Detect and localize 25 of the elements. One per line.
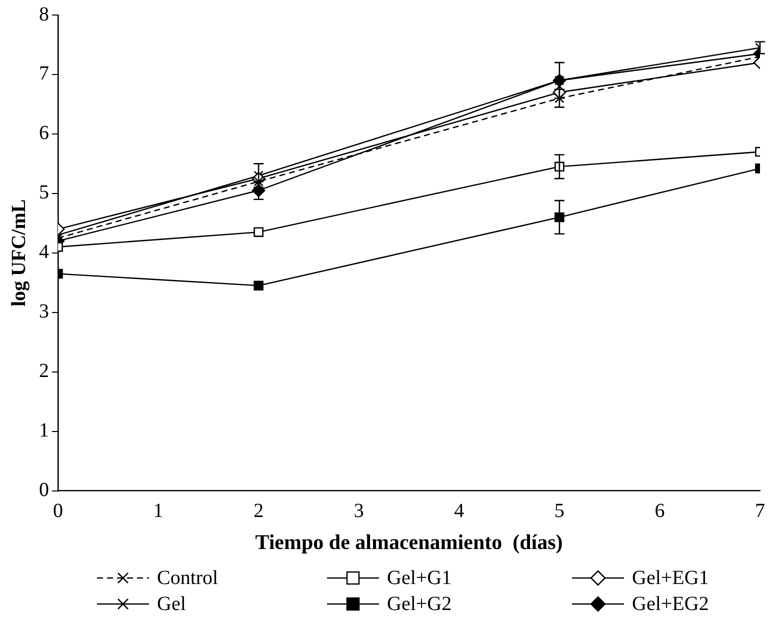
x-axis-title: Tiempo de almacenamiento (días) bbox=[255, 530, 563, 554]
x-tick-label: 1 bbox=[153, 500, 164, 522]
x-tick-label: 4 bbox=[454, 500, 464, 522]
y-axis-title: log UFC/mL bbox=[8, 199, 30, 307]
x-tick-label: 2 bbox=[254, 500, 264, 522]
x-tick-label: 0 bbox=[53, 500, 63, 522]
legend-label: Gel+EG2 bbox=[632, 592, 709, 616]
legend-label: Gel+EG1 bbox=[632, 566, 709, 590]
legend-label: Gel+G1 bbox=[387, 566, 452, 590]
y-tick-label: 5 bbox=[39, 182, 49, 204]
y-tick-label: 2 bbox=[39, 360, 49, 382]
y-tick-label: 7 bbox=[39, 62, 49, 85]
legend-label: Gel bbox=[157, 592, 186, 616]
legend-label: Gel+G2 bbox=[387, 592, 452, 616]
y-tick-label: 6 bbox=[39, 122, 49, 144]
y-tick-label: 1 bbox=[39, 420, 49, 442]
y-tick-label: 0 bbox=[39, 479, 49, 502]
y-tick-label: 4 bbox=[39, 241, 49, 264]
y-tick-label: 8 bbox=[39, 3, 49, 26]
x-tick-label: 6 bbox=[654, 500, 665, 522]
legend-label: Control bbox=[157, 566, 218, 590]
x-tick-label: 5 bbox=[554, 500, 564, 522]
y-tick-label: 3 bbox=[39, 300, 49, 323]
x-tick-label: 3 bbox=[354, 500, 364, 522]
x-tick-label: 7 bbox=[755, 500, 765, 522]
